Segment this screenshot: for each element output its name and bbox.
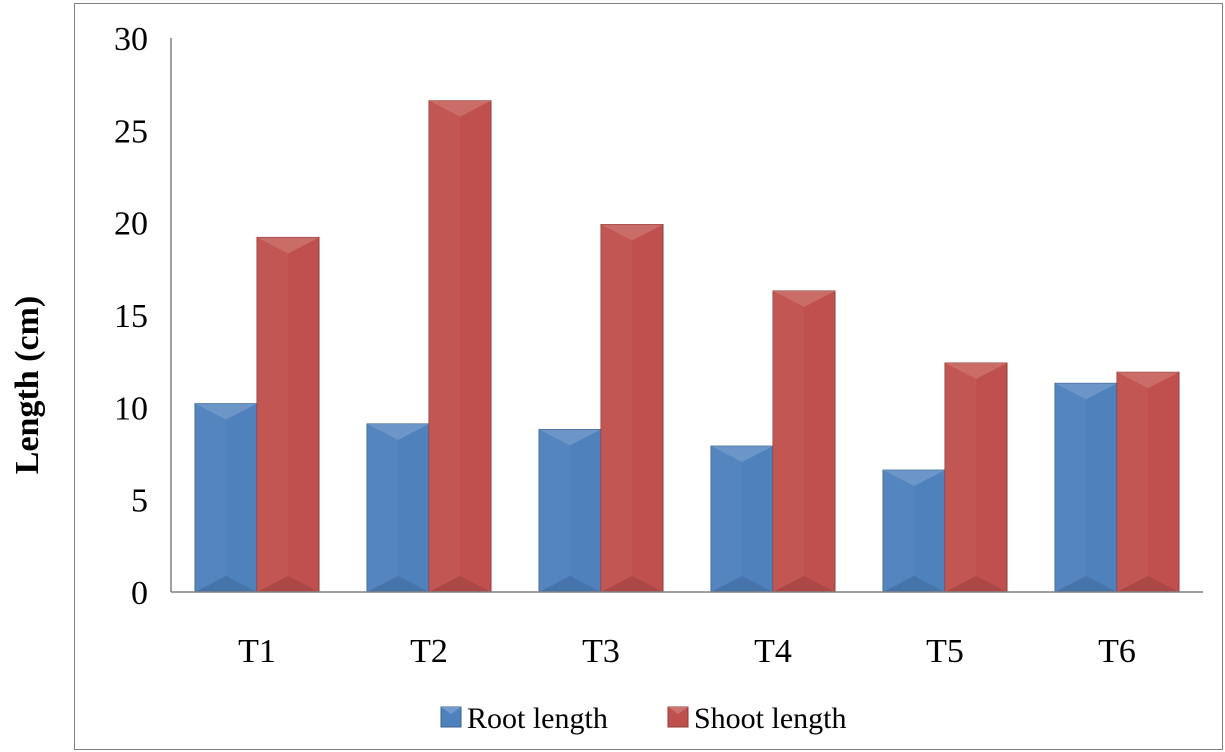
bar-bevel-bottom <box>1117 576 1179 592</box>
bars-group <box>194 100 1180 593</box>
bar-bevel-left <box>883 470 914 592</box>
bar-bevel-left <box>945 363 976 592</box>
bar-shoot-length-t1 <box>256 236 320 593</box>
bar-bevel-left <box>601 224 632 592</box>
bar-bevel-left <box>1117 372 1148 592</box>
bar-bevel-top <box>539 429 601 446</box>
bar-bevel-bottom <box>883 576 945 592</box>
legend-swatch-bevel <box>668 707 688 714</box>
bar-bevel-bottom <box>711 576 773 592</box>
y-axis-label: Length (cm) <box>9 296 46 474</box>
legend-item: Shoot length <box>667 702 847 735</box>
bar-bevel-top <box>773 290 835 307</box>
bar-bevel-top <box>1117 372 1179 389</box>
x-tick-label: T5 <box>926 633 964 670</box>
bar-root-length-t1 <box>194 403 258 593</box>
bar-bevel-top <box>883 470 945 487</box>
bar-shoot-length-t2 <box>428 100 492 593</box>
bar-bevel-top <box>945 363 1007 380</box>
legend-label: Shoot length <box>694 702 847 735</box>
bar-bevel-left <box>539 429 570 592</box>
bar-bevel-bottom <box>195 576 257 592</box>
y-tick-label: 20 <box>114 206 148 243</box>
y-tick-label: 15 <box>114 298 148 335</box>
x-axis-ticks: T1 T2 T3 T4 T5 T6 <box>238 633 1136 670</box>
bar-root-length-t6 <box>1054 382 1118 593</box>
bar-bevel-bottom <box>429 576 491 592</box>
bar-bevel-top <box>429 100 491 117</box>
y-tick-label: 25 <box>114 113 148 150</box>
bar-bevel-left <box>195 403 226 592</box>
x-tick-label: T1 <box>238 633 276 670</box>
bar-bevel-top <box>711 446 773 463</box>
bar-bevel-top <box>367 423 429 440</box>
y-tick-label: 0 <box>131 575 148 612</box>
bar-shoot-length-t4 <box>772 290 836 593</box>
bar-bevel-bottom <box>945 576 1007 592</box>
bar-bevel-top <box>257 237 319 254</box>
bar-bevel-top <box>601 224 663 241</box>
bar-shoot-length-t5 <box>944 362 1008 593</box>
y-tick-label: 30 <box>114 21 148 58</box>
bar-root-length-t4 <box>710 445 774 593</box>
legend-label: Root length <box>467 702 608 735</box>
bar-bevel-left <box>773 290 804 592</box>
bar-bevel-top <box>1055 383 1117 400</box>
bar-root-length-t3 <box>538 428 602 593</box>
y-tick-label: 5 <box>131 483 148 520</box>
bar-bevel-bottom <box>1055 576 1117 592</box>
bar-bevel-bottom <box>601 576 663 592</box>
legend-item: Root length <box>440 702 608 735</box>
x-tick-label: T3 <box>582 633 620 670</box>
bar-shoot-length-t3 <box>600 224 664 593</box>
bar-bevel-left <box>429 100 460 592</box>
x-tick-label: T2 <box>410 633 448 670</box>
legend: Root length Shoot length <box>440 702 847 735</box>
bar-bevel-bottom <box>539 576 601 592</box>
y-tick-label: 10 <box>114 390 148 427</box>
bar-bevel-bottom <box>367 576 429 592</box>
bar-bevel-bottom <box>773 576 835 592</box>
bar-bevel-bottom <box>257 576 319 592</box>
bar-bevel-left <box>257 237 288 592</box>
bar-root-length-t2 <box>366 423 430 593</box>
x-tick-label: T6 <box>1098 633 1136 670</box>
legend-swatch-bevel <box>441 707 461 714</box>
bar-bevel-top <box>195 403 257 420</box>
bar-bevel-left <box>1055 383 1086 592</box>
bar-shoot-length-t6 <box>1116 371 1180 593</box>
x-tick-label: T4 <box>754 633 792 670</box>
bar-bevel-left <box>367 423 398 592</box>
bar-root-length-t5 <box>882 469 946 593</box>
y-axis-ticks: 0 5 10 15 20 25 30 <box>114 21 148 612</box>
bar-bevel-left <box>711 446 742 592</box>
